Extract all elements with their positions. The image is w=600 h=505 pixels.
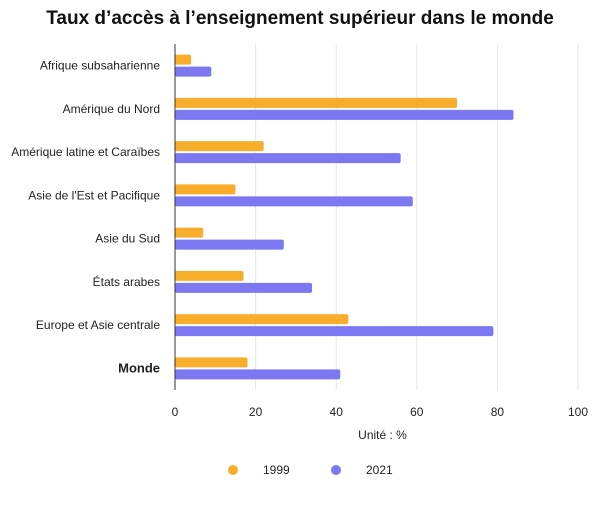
legend-swatch-1999 bbox=[228, 465, 238, 475]
category-label-2: Amérique latine et Caraïbes bbox=[11, 145, 160, 159]
bar-1999-0 bbox=[175, 54, 192, 65]
bar-1999-3 bbox=[175, 184, 236, 195]
x-tick-label-0: 0 bbox=[172, 405, 179, 419]
bar-2021-6 bbox=[175, 326, 494, 337]
bar-1999-4 bbox=[175, 227, 204, 238]
category-label-3: Asie de l'Est et Pacifique bbox=[28, 188, 160, 202]
x-axis-title: Unité : % bbox=[358, 428, 407, 442]
legend-label-2021: 2021 bbox=[366, 463, 393, 477]
bar-1999-7 bbox=[175, 357, 248, 368]
bar-2021-4 bbox=[175, 239, 284, 250]
category-label-6: Europe et Asie centrale bbox=[36, 318, 160, 332]
x-tick-label-60: 60 bbox=[410, 405, 424, 419]
bar-1999-2 bbox=[175, 141, 264, 152]
x-tick-label-100: 100 bbox=[568, 405, 588, 419]
x-tick-label-40: 40 bbox=[330, 405, 344, 419]
category-label-4: Asie du Sud bbox=[95, 232, 160, 246]
x-tick-label-20: 20 bbox=[249, 405, 263, 419]
bar-2021-1 bbox=[175, 109, 514, 120]
bar-1999-1 bbox=[175, 97, 458, 108]
category-label-7: Monde bbox=[118, 360, 160, 375]
bar-1999-5 bbox=[175, 270, 244, 281]
bar-2021-0 bbox=[175, 66, 212, 77]
bar-2021-3 bbox=[175, 196, 413, 207]
bar-2021-2 bbox=[175, 153, 401, 164]
category-label-0: Afrique subsaharienne bbox=[40, 59, 160, 73]
bar-2021-7 bbox=[175, 369, 341, 380]
category-label-1: Amérique du Nord bbox=[63, 102, 160, 116]
x-tick-label-80: 80 bbox=[491, 405, 505, 419]
legend-swatch-2021 bbox=[331, 465, 341, 475]
chart-title: Taux d’accès à l’enseignement supérieur … bbox=[46, 8, 554, 29]
category-label-5: États arabes bbox=[93, 274, 160, 289]
bar-2021-5 bbox=[175, 282, 313, 293]
bar-1999-6 bbox=[175, 314, 349, 325]
legend-label-1999: 1999 bbox=[263, 463, 290, 477]
